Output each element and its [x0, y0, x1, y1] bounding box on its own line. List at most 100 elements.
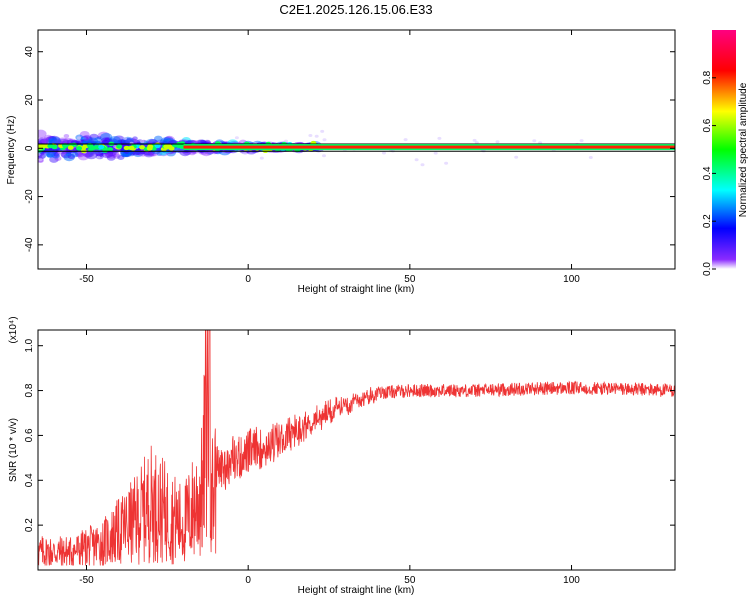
snr-y-label: SNR (10 * v/v) — [8, 418, 19, 482]
spectral-blob — [154, 143, 161, 149]
spectral-blob — [163, 144, 170, 149]
snr-panel: -50 0 50 100 0.2 0.4 0.6 0.8 1.0 Height of strai… — [8, 316, 676, 596]
spectrogram-frame — [37, 29, 676, 270]
spectral-blob — [49, 156, 59, 163]
x-tick-label: 100 — [563, 575, 580, 586]
spectral-blob — [108, 151, 116, 157]
spectral-blob — [46, 136, 55, 143]
spectral-blob — [474, 141, 479, 145]
spectral-blob — [104, 137, 112, 143]
colorbar-tick-label: 0.2 — [702, 214, 713, 228]
spectral-blob — [48, 138, 58, 145]
spectral-blob — [320, 129, 325, 133]
spectral-blob — [38, 136, 49, 145]
spectral-blob — [100, 132, 113, 142]
spectral-blob — [77, 136, 81, 140]
y-tick-label: 40 — [24, 46, 35, 58]
spectral-blob — [94, 137, 102, 143]
spectral-blob — [437, 136, 442, 140]
spectral-blob — [284, 139, 288, 143]
spectral-blob — [128, 145, 135, 151]
x-tick-label: 50 — [404, 575, 416, 586]
snr-frame — [37, 329, 676, 571]
spectral-blob — [113, 135, 125, 144]
spectral-blob — [420, 163, 425, 167]
colorbar: 0.0 0.2 0.4 0.6 0.8 Normalized spectral ampl… — [702, 30, 749, 276]
spectral-blob — [123, 145, 130, 151]
spectral-blob — [38, 143, 44, 149]
spectral-blob — [106, 154, 116, 161]
spectral-blob — [88, 145, 95, 150]
x-tick-label: 0 — [245, 274, 251, 285]
y-tick-label: 20 — [24, 94, 35, 106]
spectral-blob — [472, 138, 477, 142]
spectral-blob — [112, 153, 121, 159]
spectral-blob — [117, 139, 123, 143]
spectral-blob — [259, 156, 264, 160]
spectral-blob — [100, 137, 111, 145]
spectral-blob — [47, 143, 54, 149]
spectrogram-panel: -50 0 50 100 -40 -20 0 20 40 Height of straight … — [6, 29, 676, 295]
spectral-blob — [444, 161, 449, 165]
spectral-blob — [38, 138, 46, 145]
spectral-blob — [98, 144, 105, 150]
spectral-blob — [39, 139, 45, 144]
spectral-blob — [44, 134, 53, 141]
spectral-blob — [77, 152, 90, 161]
spectral-blob — [588, 156, 593, 159]
spectral-blob — [116, 144, 123, 149]
snr-scale-label: (x10⁴) — [8, 316, 19, 343]
colorbar-tick-label: 0.6 — [702, 118, 713, 132]
spectral-blob — [54, 156, 62, 161]
y-tick-label: 1.0 — [24, 338, 35, 352]
spectral-blob — [243, 151, 248, 155]
chart-title: C2E1.2025.126.15.06.E33 — [279, 2, 432, 17]
spectral-blob — [176, 148, 185, 154]
colorbar-tick-label: 0.4 — [702, 166, 713, 180]
spectral-blob — [117, 155, 125, 160]
x-tick-label: -50 — [79, 274, 94, 285]
spectral-blob — [130, 151, 136, 156]
colorbar-tick-label: 0.8 — [702, 70, 713, 84]
y-tick-label: -40 — [24, 237, 35, 252]
spectral-blob — [382, 151, 386, 155]
spectral-blob — [45, 150, 56, 158]
spectral-blob — [48, 135, 61, 145]
spectral-blob — [45, 138, 55, 145]
spectral-blob — [41, 138, 49, 144]
spectral-blob — [433, 151, 438, 155]
spectral-blob — [139, 145, 146, 150]
spectral-blob — [107, 147, 114, 152]
spectral-blob — [38, 129, 47, 138]
spectral-blob — [105, 151, 117, 159]
spectral-blob — [79, 131, 90, 139]
spectral-blob — [96, 155, 101, 159]
spectral-blob — [45, 136, 58, 145]
spectral-blob — [314, 134, 319, 138]
snr-plot-area — [38, 330, 675, 570]
colorbar-label: Normalized spectral amplitude — [738, 82, 749, 217]
colorbar-tick-label: 0.0 — [702, 262, 713, 276]
y-tick-label: 0.8 — [24, 383, 35, 397]
spectral-blob — [308, 134, 313, 137]
spectral-blob — [414, 158, 419, 162]
spectral-blob — [123, 137, 128, 140]
spectral-blob — [47, 135, 57, 143]
spectral-blob — [65, 152, 72, 157]
spectral-blob — [63, 134, 70, 138]
spectral-blob — [579, 139, 584, 143]
spectral-blob — [168, 146, 175, 151]
spectral-blob — [102, 139, 108, 145]
spectral-blob — [41, 140, 46, 144]
spectral-blob — [123, 150, 129, 154]
spectral-blob — [76, 146, 82, 151]
spectral-blob — [67, 145, 74, 150]
spectral-blob — [71, 152, 79, 158]
y-tick-label: -20 — [24, 189, 35, 204]
spectrogram-x-label: Height of straight line (km) — [298, 284, 415, 295]
spectral-blob — [119, 139, 126, 144]
y-tick-label: 0 — [24, 145, 35, 151]
spectral-blob — [322, 154, 326, 158]
colorbar-gradient — [712, 30, 736, 269]
